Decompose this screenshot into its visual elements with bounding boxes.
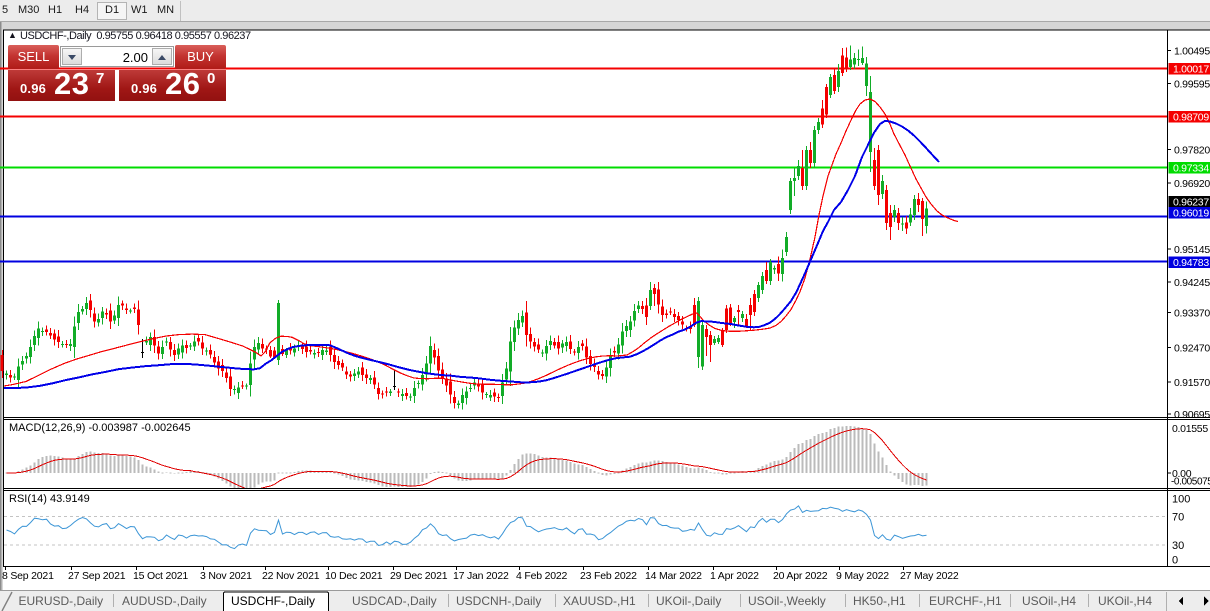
svg-text:RSI(14) 43.9149: RSI(14) 43.9149 — [9, 493, 90, 505]
svg-text:27 May 2022: 27 May 2022 — [900, 570, 959, 582]
svg-text:14 Mar 2022: 14 Mar 2022 — [645, 570, 702, 582]
svg-text:USDCHF-,Daily: USDCHF-,Daily — [231, 594, 315, 608]
svg-text:22 Nov 2021: 22 Nov 2021 — [262, 570, 320, 582]
svg-text:1.00495: 1.00495 — [1174, 45, 1210, 57]
svg-text:4 Feb 2022: 4 Feb 2022 — [516, 570, 567, 582]
svg-text:0.93370: 0.93370 — [1174, 308, 1210, 320]
svg-text:0.96237: 0.96237 — [1173, 197, 1209, 209]
svg-text:10 Dec 2021: 10 Dec 2021 — [325, 570, 383, 582]
svg-text:0.91570: 0.91570 — [1174, 377, 1210, 389]
svg-text:20 Apr 2022: 20 Apr 2022 — [773, 570, 828, 582]
svg-text:0: 0 — [1172, 555, 1178, 567]
svg-text:USDCAD-,Daily: USDCAD-,Daily — [352, 594, 437, 608]
svg-text:3 Nov 2021: 3 Nov 2021 — [200, 570, 252, 582]
svg-text:17 Jan 2022: 17 Jan 2022 — [453, 570, 509, 582]
svg-text:23 Feb 2022: 23 Feb 2022 — [580, 570, 637, 582]
svg-text:MACD(12,26,9) -0.003987 -0.002: MACD(12,26,9) -0.003987 -0.002645 — [9, 422, 191, 434]
svg-text:0.96019: 0.96019 — [1173, 208, 1209, 220]
svg-text:0.97334: 0.97334 — [1173, 163, 1209, 175]
svg-text:0.92470: 0.92470 — [1174, 343, 1210, 355]
svg-text:1 Apr 2022: 1 Apr 2022 — [710, 570, 759, 582]
svg-text:UKOil-,Daily: UKOil-,Daily — [656, 594, 721, 608]
svg-text:UKOil-,H4: UKOil-,H4 — [1098, 594, 1152, 608]
svg-text:1.00017: 1.00017 — [1173, 64, 1209, 76]
svg-text:USOil-,H4: USOil-,H4 — [1022, 594, 1076, 608]
svg-text:0.01555: 0.01555 — [1172, 423, 1208, 435]
svg-text:0.94783: 0.94783 — [1173, 257, 1209, 269]
svg-text:0.00: 0.00 — [1172, 468, 1192, 480]
svg-text:AUDUSD-,Daily: AUDUSD-,Daily — [122, 594, 207, 608]
svg-text:9 May 2022: 9 May 2022 — [836, 570, 889, 582]
svg-text:HK50-,H1: HK50-,H1 — [853, 594, 906, 608]
svg-text:0.97820: 0.97820 — [1174, 145, 1210, 157]
svg-text:70: 70 — [1172, 511, 1184, 523]
svg-text:100: 100 — [1172, 494, 1190, 506]
svg-text:EURCHF-,H1: EURCHF-,H1 — [929, 594, 1002, 608]
svg-text:0.99595: 0.99595 — [1174, 79, 1210, 91]
svg-text:0.96920: 0.96920 — [1174, 178, 1210, 190]
svg-text:30: 30 — [1172, 540, 1184, 552]
svg-text:XAUUSD-,H1: XAUUSD-,H1 — [563, 594, 636, 608]
svg-text:15 Oct 2021: 15 Oct 2021 — [133, 570, 188, 582]
svg-text:0.98709: 0.98709 — [1173, 112, 1209, 124]
svg-text:USOil-,Weekly: USOil-,Weekly — [748, 594, 826, 608]
svg-text:0.95145: 0.95145 — [1174, 244, 1210, 256]
svg-text:0.90695: 0.90695 — [1174, 409, 1210, 421]
svg-text:-0.005075: -0.005075 — [1171, 477, 1210, 488]
svg-text:0.94245: 0.94245 — [1174, 277, 1210, 289]
svg-text:8 Sep 2021: 8 Sep 2021 — [2, 570, 54, 582]
svg-text:27 Sep 2021: 27 Sep 2021 — [68, 570, 126, 582]
svg-text:EURUSD-,Daily: EURUSD-,Daily — [19, 594, 104, 608]
svg-text:USDCNH-,Daily: USDCNH-,Daily — [456, 594, 541, 608]
svg-text:29 Dec 2021: 29 Dec 2021 — [390, 570, 448, 582]
